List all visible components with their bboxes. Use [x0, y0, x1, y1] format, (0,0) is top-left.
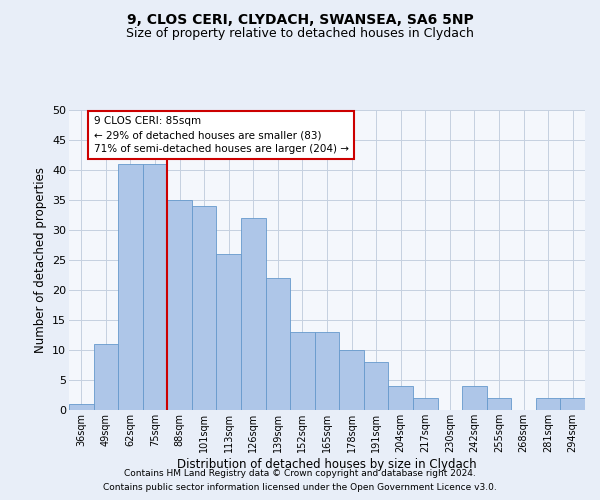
Text: Size of property relative to detached houses in Clydach: Size of property relative to detached ho…	[126, 28, 474, 40]
Text: Contains public sector information licensed under the Open Government Licence v3: Contains public sector information licen…	[103, 484, 497, 492]
Bar	[241, 218, 266, 410]
Bar	[462, 386, 487, 410]
Text: 9 CLOS CERI: 85sqm
← 29% of detached houses are smaller (83)
71% of semi-detache: 9 CLOS CERI: 85sqm ← 29% of detached hou…	[94, 116, 349, 154]
Text: Contains HM Land Registry data © Crown copyright and database right 2024.: Contains HM Land Registry data © Crown c…	[124, 468, 476, 477]
Bar	[315, 332, 339, 410]
Bar	[192, 206, 217, 410]
Text: 9, CLOS CERI, CLYDACH, SWANSEA, SA6 5NP: 9, CLOS CERI, CLYDACH, SWANSEA, SA6 5NP	[127, 12, 473, 26]
Bar	[290, 332, 315, 410]
X-axis label: Distribution of detached houses by size in Clydach: Distribution of detached houses by size …	[177, 458, 477, 471]
Bar	[118, 164, 143, 410]
Bar	[560, 398, 585, 410]
Bar	[69, 404, 94, 410]
Y-axis label: Number of detached properties: Number of detached properties	[34, 167, 47, 353]
Bar	[339, 350, 364, 410]
Bar	[167, 200, 192, 410]
Bar	[413, 398, 437, 410]
Bar	[536, 398, 560, 410]
Bar	[487, 398, 511, 410]
Bar	[266, 278, 290, 410]
Bar	[364, 362, 388, 410]
Bar	[217, 254, 241, 410]
Bar	[143, 164, 167, 410]
Bar	[94, 344, 118, 410]
Bar	[388, 386, 413, 410]
